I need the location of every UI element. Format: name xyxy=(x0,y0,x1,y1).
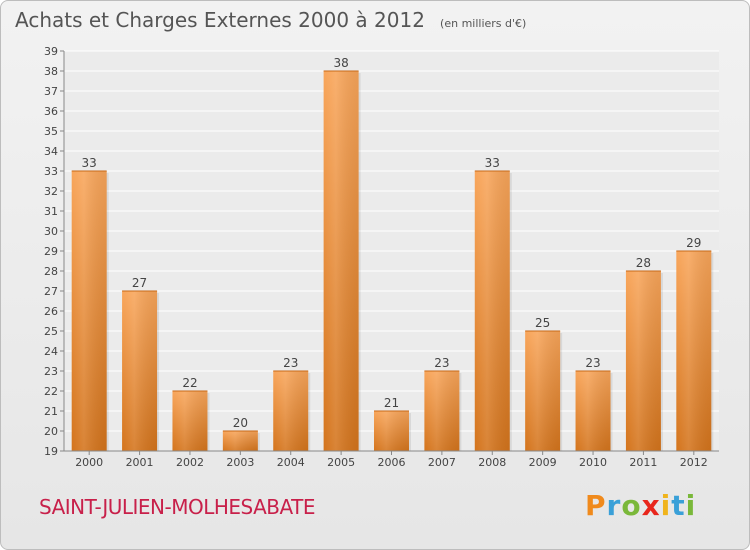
x-tick-label: 2008 xyxy=(478,456,506,469)
x-tick-label: 2011 xyxy=(629,456,657,469)
bar-sheen xyxy=(575,371,611,451)
data-label: 29 xyxy=(686,236,701,250)
y-tick-label: 34 xyxy=(44,145,58,158)
bar-sheen xyxy=(122,291,158,451)
y-tick-label: 19 xyxy=(44,445,58,458)
bar-sheen xyxy=(222,431,258,451)
y-tick-label: 30 xyxy=(44,225,58,238)
y-tick-label: 27 xyxy=(44,285,58,298)
y-tick-label: 39 xyxy=(44,45,58,58)
x-tick-label: 2002 xyxy=(176,456,204,469)
bar-sheen xyxy=(424,371,460,451)
x-tick-label: 2005 xyxy=(327,456,355,469)
chart-title: Achats et Charges Externes 2000 à 2012 xyxy=(15,8,425,32)
y-tick-label: 38 xyxy=(44,65,58,78)
bar-sheen xyxy=(71,171,107,451)
y-tick-label: 22 xyxy=(44,385,58,398)
data-label: 27 xyxy=(132,276,147,290)
bar-sheen xyxy=(172,391,208,451)
y-tick-label: 23 xyxy=(44,365,58,378)
logo-letter: t xyxy=(671,489,686,522)
bar-chart: 33 27 22 20 23 38 21 23 33 25 23 28 29 19 20 21 22 23 24 2… xyxy=(44,45,719,469)
bar-sheen xyxy=(676,251,712,451)
logo-letter: r xyxy=(606,489,622,522)
proxiti-logo: Proxiti xyxy=(585,489,696,522)
y-tick-label: 32 xyxy=(44,185,58,198)
bar-sheen xyxy=(474,171,510,451)
logo-letter: o xyxy=(621,489,642,522)
y-tick-label: 31 xyxy=(44,205,58,218)
y-tick-label: 25 xyxy=(44,325,58,338)
logo-letter: P xyxy=(585,489,607,522)
y-tick-label: 35 xyxy=(44,125,58,138)
x-tick-label: 2003 xyxy=(226,456,254,469)
chart-title-block: Achats et Charges Externes 2000 à 2012 (… xyxy=(15,8,526,32)
data-label: 23 xyxy=(434,356,449,370)
y-tick-label: 28 xyxy=(44,265,58,278)
y-tick-label: 24 xyxy=(44,345,58,358)
data-label: 38 xyxy=(333,56,348,70)
bar-sheen xyxy=(525,331,561,451)
data-label: 20 xyxy=(233,416,248,430)
x-tick-label: 2010 xyxy=(579,456,607,469)
y-tick-label: 21 xyxy=(44,405,58,418)
data-label: 21 xyxy=(384,396,399,410)
x-tick-label: 2006 xyxy=(378,456,406,469)
data-label: 33 xyxy=(485,156,500,170)
logo-letter: x xyxy=(641,489,661,522)
x-tick-label: 2004 xyxy=(277,456,305,469)
bar-sheen xyxy=(323,71,359,451)
data-label: 23 xyxy=(585,356,600,370)
y-tick-label: 37 xyxy=(44,85,58,98)
y-tick-label: 33 xyxy=(44,165,58,178)
y-tick-label: 20 xyxy=(44,425,58,438)
x-tick-label: 2012 xyxy=(680,456,708,469)
y-tick-label: 36 xyxy=(44,105,58,118)
data-label: 33 xyxy=(82,156,97,170)
y-tick-label: 26 xyxy=(44,305,58,318)
logo-letter: i xyxy=(685,489,697,522)
data-label: 22 xyxy=(182,376,197,390)
data-label: 25 xyxy=(535,316,550,330)
data-label: 23 xyxy=(283,356,298,370)
x-tick-label: 2007 xyxy=(428,456,456,469)
bar-sheen xyxy=(374,411,409,451)
bar-sheen xyxy=(273,371,309,451)
x-tick-label: 2000 xyxy=(75,456,103,469)
x-tick-label: 2009 xyxy=(529,456,557,469)
data-label: 28 xyxy=(636,256,651,270)
x-tick-label: 2001 xyxy=(126,456,154,469)
place-name: SAINT-JULIEN-MOLHESABATE xyxy=(39,495,315,519)
chart-subtitle: (en milliers d'€) xyxy=(440,17,527,30)
logo-letter: i xyxy=(660,489,672,522)
bar-sheen xyxy=(625,271,661,451)
y-tick-label: 29 xyxy=(44,245,58,258)
